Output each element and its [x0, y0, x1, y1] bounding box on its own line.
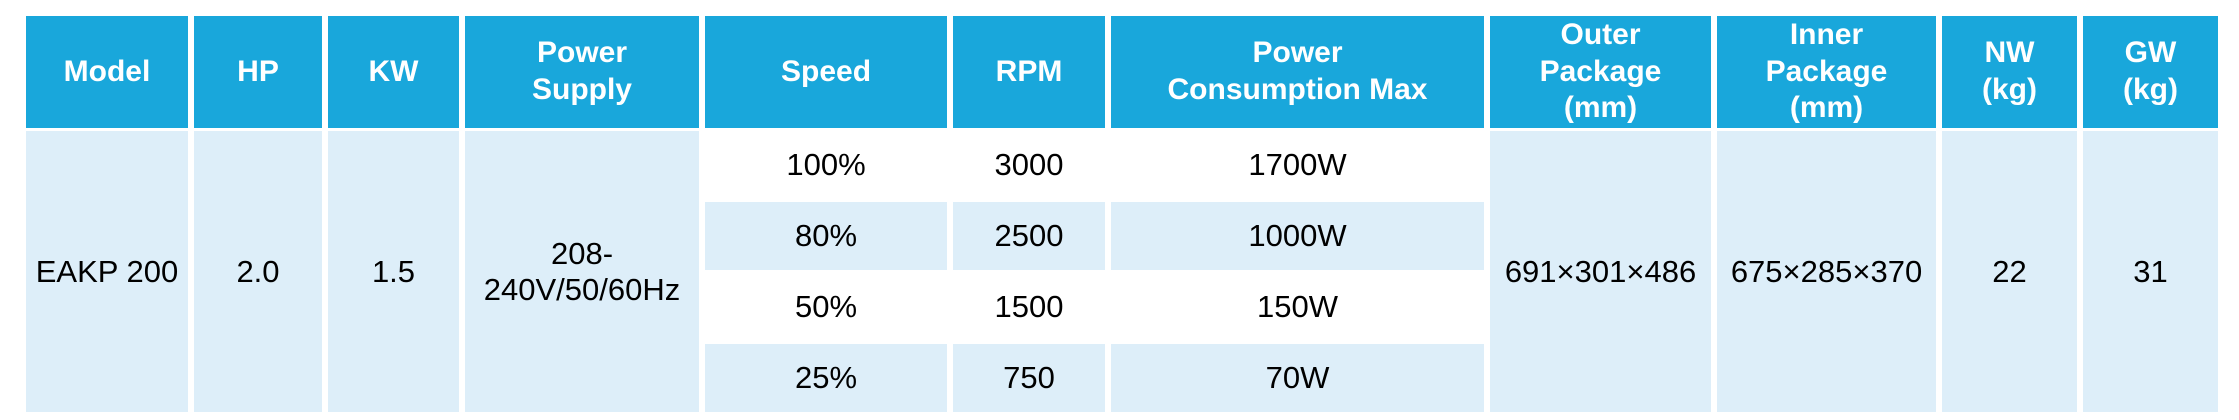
- col-header-hp: HP: [194, 16, 322, 128]
- cell-model: EAKP 200: [26, 131, 188, 412]
- col-header-kw: KW: [328, 16, 459, 128]
- cell-power-consumption: 150W: [1111, 273, 1484, 341]
- cell-power-consumption: 1700W: [1111, 131, 1484, 199]
- table-row: 50% 1500 150W: [26, 273, 2218, 341]
- cell-rpm: 2500: [953, 202, 1105, 270]
- col-header-inner-package: Inner Package (mm): [1717, 16, 1936, 128]
- col-header-rpm: RPM: [953, 16, 1105, 128]
- col-header-speed: Speed: [705, 16, 947, 128]
- col-header-power-supply: Power Supply: [465, 16, 699, 128]
- cell-hp: 2.0: [194, 131, 322, 412]
- cell-rpm: 3000: [953, 131, 1105, 199]
- spec-table-container: Model HP KW Power Supply Speed RPM Power…: [20, 13, 2224, 415]
- cell-rpm: 750: [953, 344, 1105, 412]
- col-header-outer-package: Outer Package (mm): [1490, 16, 1711, 128]
- product-spec-table: Model HP KW Power Supply Speed RPM Power…: [20, 13, 2224, 415]
- col-header-model: Model: [26, 16, 188, 128]
- cell-power-supply: 208-240V/50/60Hz: [465, 131, 699, 412]
- cell-kw: 1.5: [328, 131, 459, 412]
- cell-power-consumption: 1000W: [1111, 202, 1484, 270]
- table-row: EAKP 200 2.0 1.5 208-240V/50/60Hz 100% 3…: [26, 131, 2218, 412]
- cell-gw: 31: [2083, 131, 2218, 412]
- col-header-gw: GW (kg): [2083, 16, 2218, 128]
- cell-power-consumption: 70W: [1111, 344, 1484, 412]
- table-row: 25% 750 70W: [26, 344, 2218, 412]
- cell-inner-package: 675×285×370: [1717, 131, 1936, 412]
- cell-speed: 80%: [705, 202, 947, 270]
- cell-nw: 22: [1942, 131, 2077, 412]
- cell-speed: 25%: [705, 344, 947, 412]
- cell-outer-package: 691×301×486: [1490, 131, 1711, 412]
- table-row: 80% 2500 1000W: [26, 202, 2218, 270]
- cell-rpm: 1500: [953, 273, 1105, 341]
- cell-speed: 100%: [705, 131, 947, 199]
- col-header-power-consumption-max: Power Consumption Max: [1111, 16, 1484, 128]
- col-header-nw: NW (kg): [1942, 16, 2077, 128]
- cell-speed: 50%: [705, 273, 947, 341]
- header-row: Model HP KW Power Supply Speed RPM Power…: [26, 16, 2218, 128]
